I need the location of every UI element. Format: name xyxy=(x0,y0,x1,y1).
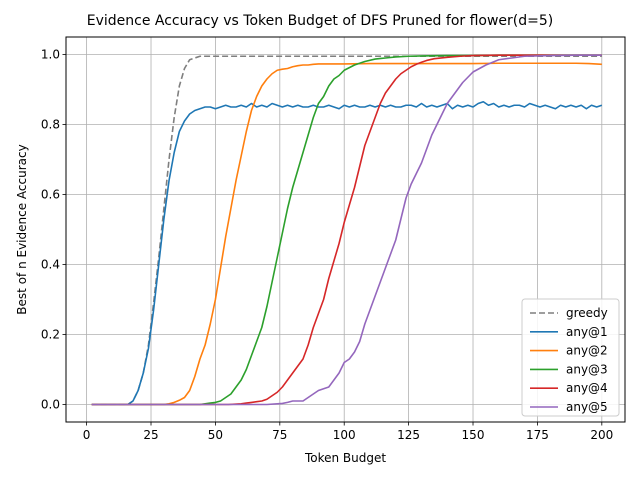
x-tick-label: 0 xyxy=(83,428,91,442)
x-axis-ticks: 0 25 50 75 100 125 150 175 200 xyxy=(83,422,613,442)
legend-entry: greedy xyxy=(566,306,608,320)
legend-entry: any@4 xyxy=(566,381,608,395)
y-axis-label: Best of n Evidence Accuracy xyxy=(15,144,29,314)
series-line-any-3 xyxy=(91,54,602,406)
legend-entry: any@3 xyxy=(566,362,608,376)
legend-entry: any@5 xyxy=(566,400,608,414)
x-tick-label: 200 xyxy=(590,428,613,442)
x-tick-label: 175 xyxy=(526,428,549,442)
y-tick-label: 0.6 xyxy=(41,188,60,202)
x-tick-label: 50 xyxy=(208,428,223,442)
series-line-any-2 xyxy=(91,62,602,406)
x-tick-label: 100 xyxy=(333,428,356,442)
series-line-any-1 xyxy=(91,100,603,406)
y-tick-label: 0.2 xyxy=(41,328,60,342)
series-line-any-5 xyxy=(91,54,602,406)
series-line-any-4 xyxy=(91,54,602,406)
series-layer xyxy=(91,54,603,406)
y-tick-label: 0.0 xyxy=(41,398,60,412)
y-axis-ticks: 0.0 0.2 0.4 0.6 0.8 1.0 xyxy=(41,48,66,412)
x-axis-label: Token Budget xyxy=(304,451,386,465)
y-tick-label: 0.4 xyxy=(41,258,60,272)
x-tick-label: 125 xyxy=(397,428,420,442)
y-tick-label: 1.0 xyxy=(41,48,60,62)
y-tick-label: 0.8 xyxy=(41,118,60,132)
legend-entry: any@1 xyxy=(566,325,608,339)
x-tick-label: 150 xyxy=(462,428,485,442)
chart-title: Evidence Accuracy vs Token Budget of DFS… xyxy=(87,13,554,29)
x-tick-label: 75 xyxy=(272,428,287,442)
legend-box xyxy=(521,298,620,417)
plot-frame xyxy=(65,36,626,423)
legend-entry: any@2 xyxy=(566,344,608,358)
legend: greedy any@1 any@2 any@3 any@4 any@5 xyxy=(521,298,620,417)
x-tick-label: 25 xyxy=(143,428,158,442)
